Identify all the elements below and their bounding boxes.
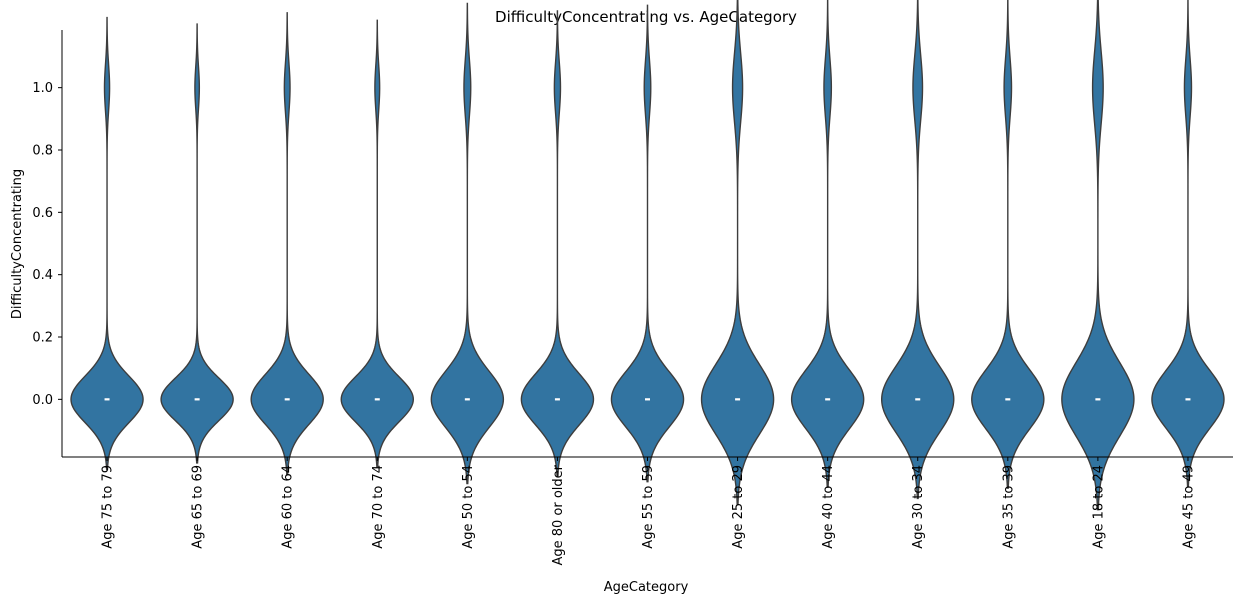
x-tick-label-1: Age 75 to 79 (101, 465, 116, 549)
x-axis-label: AgeCategory (604, 580, 689, 595)
violin-1 (70, 16, 144, 471)
x-tick-label-13: Age 45 to 49 (1181, 465, 1196, 549)
y-tick-label-2: 0.2 (32, 331, 53, 346)
y-tick-label-1: 0.0 (32, 393, 53, 408)
axes-layer: Age 75 to 79 Age 65 to 69 Age 60 to 64 Age … (32, 30, 1233, 566)
chart-title: DifficultyConcentrating vs. AgeCategory (495, 8, 797, 26)
x-tick-label-3: Age 60 to 64 (281, 465, 296, 549)
x-tick-label-4: Age 70 to 74 (371, 465, 386, 549)
x-tick-label-9: Age 40 to 44 (821, 465, 836, 549)
violin-2 (160, 23, 234, 464)
violin-7 (610, 4, 685, 483)
violins-layer (70, 0, 1225, 511)
x-tick-label-11: Age 35 to 39 (1001, 465, 1016, 549)
x-tick-label-12: Age 18 to 24 (1091, 465, 1106, 549)
x-tick-label-5: Age 50 to 54 (461, 465, 476, 549)
violin-10 (880, 0, 955, 500)
x-tick-label-7: Age 55 to 59 (641, 465, 656, 549)
y-tick-label-4: 0.6 (32, 206, 53, 221)
violin-4 (340, 19, 415, 468)
violin-11 (971, 0, 1045, 489)
violin-13 (1151, 0, 1225, 487)
violin-6 (520, 10, 595, 477)
y-axis-label: DifficultyConcentrating (10, 169, 25, 319)
violin-9 (790, 0, 865, 488)
violin-8 (700, 0, 775, 505)
y-tick-label-6: 1.0 (32, 81, 53, 96)
x-tick-label-6: Age 80 or older (551, 464, 566, 565)
violin-3 (250, 12, 324, 475)
y-tick-label-3: 0.4 (32, 268, 53, 283)
violin-12 (1061, 0, 1135, 511)
x-tick-label-10: Age 30 to 34 (911, 465, 926, 549)
y-tick-label-5: 0.8 (32, 143, 53, 158)
x-tick-label-2: Age 65 to 69 (191, 465, 206, 549)
x-tick-label-8: Age 25 to 29 (731, 465, 746, 549)
violin-5 (430, 2, 505, 485)
